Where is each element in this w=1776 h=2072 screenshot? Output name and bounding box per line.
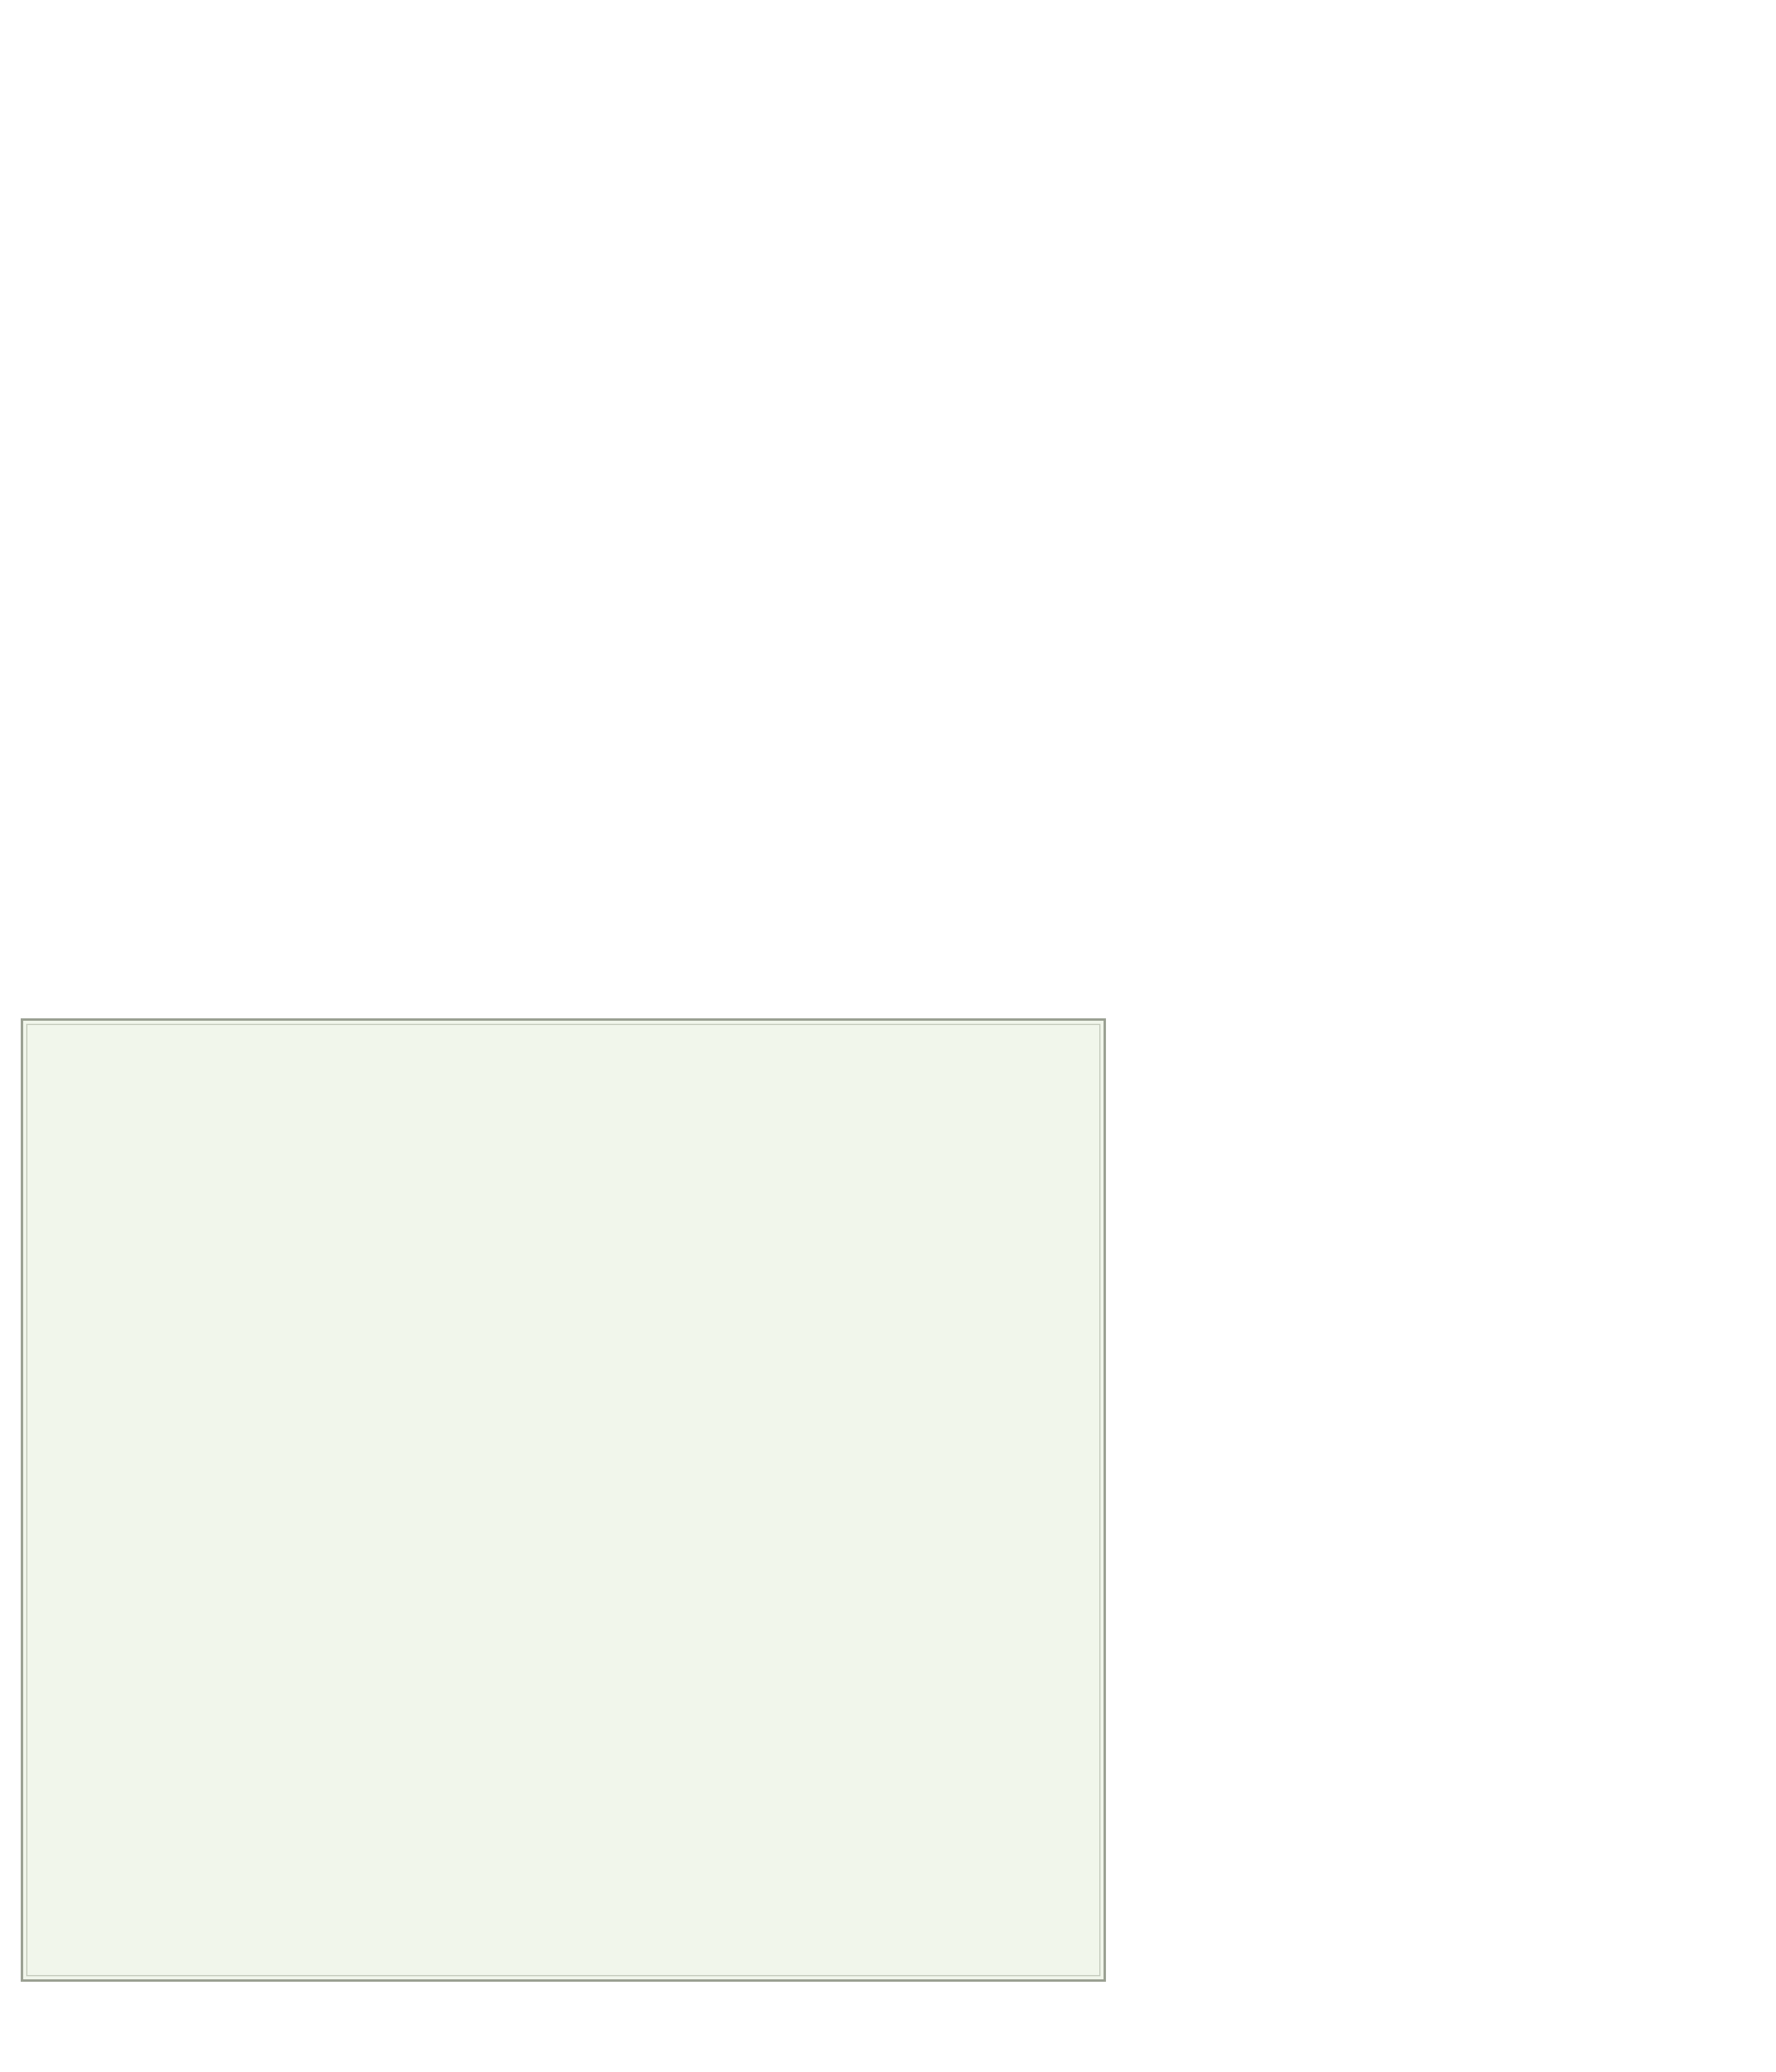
panel-b-box-inner	[26, 1024, 1100, 1976]
panel-b-box	[21, 1018, 1106, 1982]
